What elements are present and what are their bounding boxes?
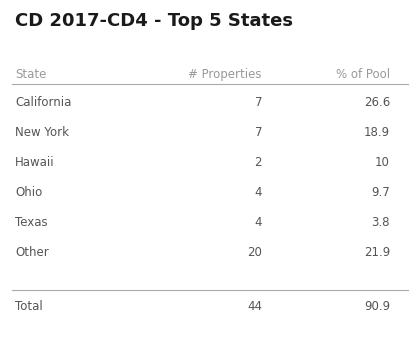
Text: # Properties: # Properties xyxy=(189,68,262,81)
Text: Total: Total xyxy=(15,300,43,313)
Text: 10: 10 xyxy=(375,156,390,169)
Text: 3.8: 3.8 xyxy=(372,216,390,229)
Text: 18.9: 18.9 xyxy=(364,126,390,139)
Text: 7: 7 xyxy=(255,96,262,109)
Text: Ohio: Ohio xyxy=(15,186,42,199)
Text: Hawaii: Hawaii xyxy=(15,156,55,169)
Text: Texas: Texas xyxy=(15,216,47,229)
Text: 9.7: 9.7 xyxy=(371,186,390,199)
Text: 21.9: 21.9 xyxy=(364,246,390,259)
Text: CD 2017-CD4 - Top 5 States: CD 2017-CD4 - Top 5 States xyxy=(15,12,293,30)
Text: Other: Other xyxy=(15,246,49,259)
Text: 2: 2 xyxy=(255,156,262,169)
Text: 26.6: 26.6 xyxy=(364,96,390,109)
Text: 7: 7 xyxy=(255,126,262,139)
Text: 4: 4 xyxy=(255,216,262,229)
Text: New York: New York xyxy=(15,126,69,139)
Text: State: State xyxy=(15,68,46,81)
Text: 44: 44 xyxy=(247,300,262,313)
Text: 20: 20 xyxy=(247,246,262,259)
Text: % of Pool: % of Pool xyxy=(336,68,390,81)
Text: California: California xyxy=(15,96,71,109)
Text: 90.9: 90.9 xyxy=(364,300,390,313)
Text: 4: 4 xyxy=(255,186,262,199)
